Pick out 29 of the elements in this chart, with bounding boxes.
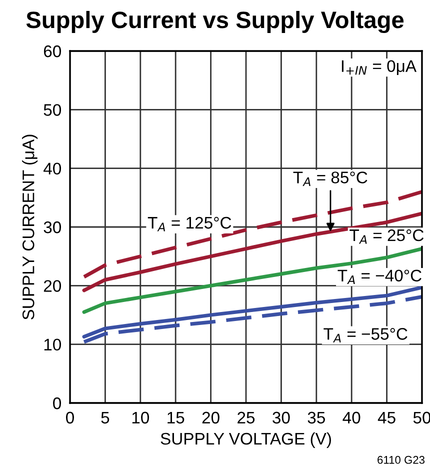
chart-title: Supply Current vs Supply Voltage [26,10,404,34]
x-tick-label: 15 [168,412,184,424]
x-tick-label: 0 [66,412,74,424]
x-axis-title: SUPPLY VOLTAGE (V) [160,432,331,448]
x-tick-label: 40 [342,412,360,424]
annotation: T$_{A}$ = −40°C [338,270,422,284]
text: 6110 G23 [378,456,425,464]
annotation: I$_{+IN}$ = 0μA [342,60,417,76]
y-tick-label: 50 [44,104,62,116]
annotation: T$_{A}$ = 125°C [148,216,232,232]
x-tick-label: 35 [308,412,325,424]
line-series [82,212,422,292]
x-tick-label: 20 [202,412,220,424]
y-tick-label: 0 [53,397,62,410]
y-axis-title: SUPPLY CURRENT (μA) [22,134,38,320]
annotation: T$_{A}$ = 85°C [293,172,368,186]
line-series [82,246,422,314]
y-tick-label: 10 [44,338,62,351]
x-tick-label: 45 [378,412,396,424]
x-tick-label: 25 [238,412,255,424]
x-tick-label: 5 [101,412,110,424]
y-tick-label: 60 [44,45,62,58]
x-tick-label: 10 [132,412,150,424]
y-tick-label: 20 [44,280,62,292]
y-tick-label: 30 [44,221,62,234]
annotation: T$_{A}$ = −55°C [324,328,408,342]
annotation: T$_{A}$ = 25°C [350,229,424,244]
x-tick-label: 30 [272,412,290,424]
y-tick-label: 40 [44,162,62,175]
